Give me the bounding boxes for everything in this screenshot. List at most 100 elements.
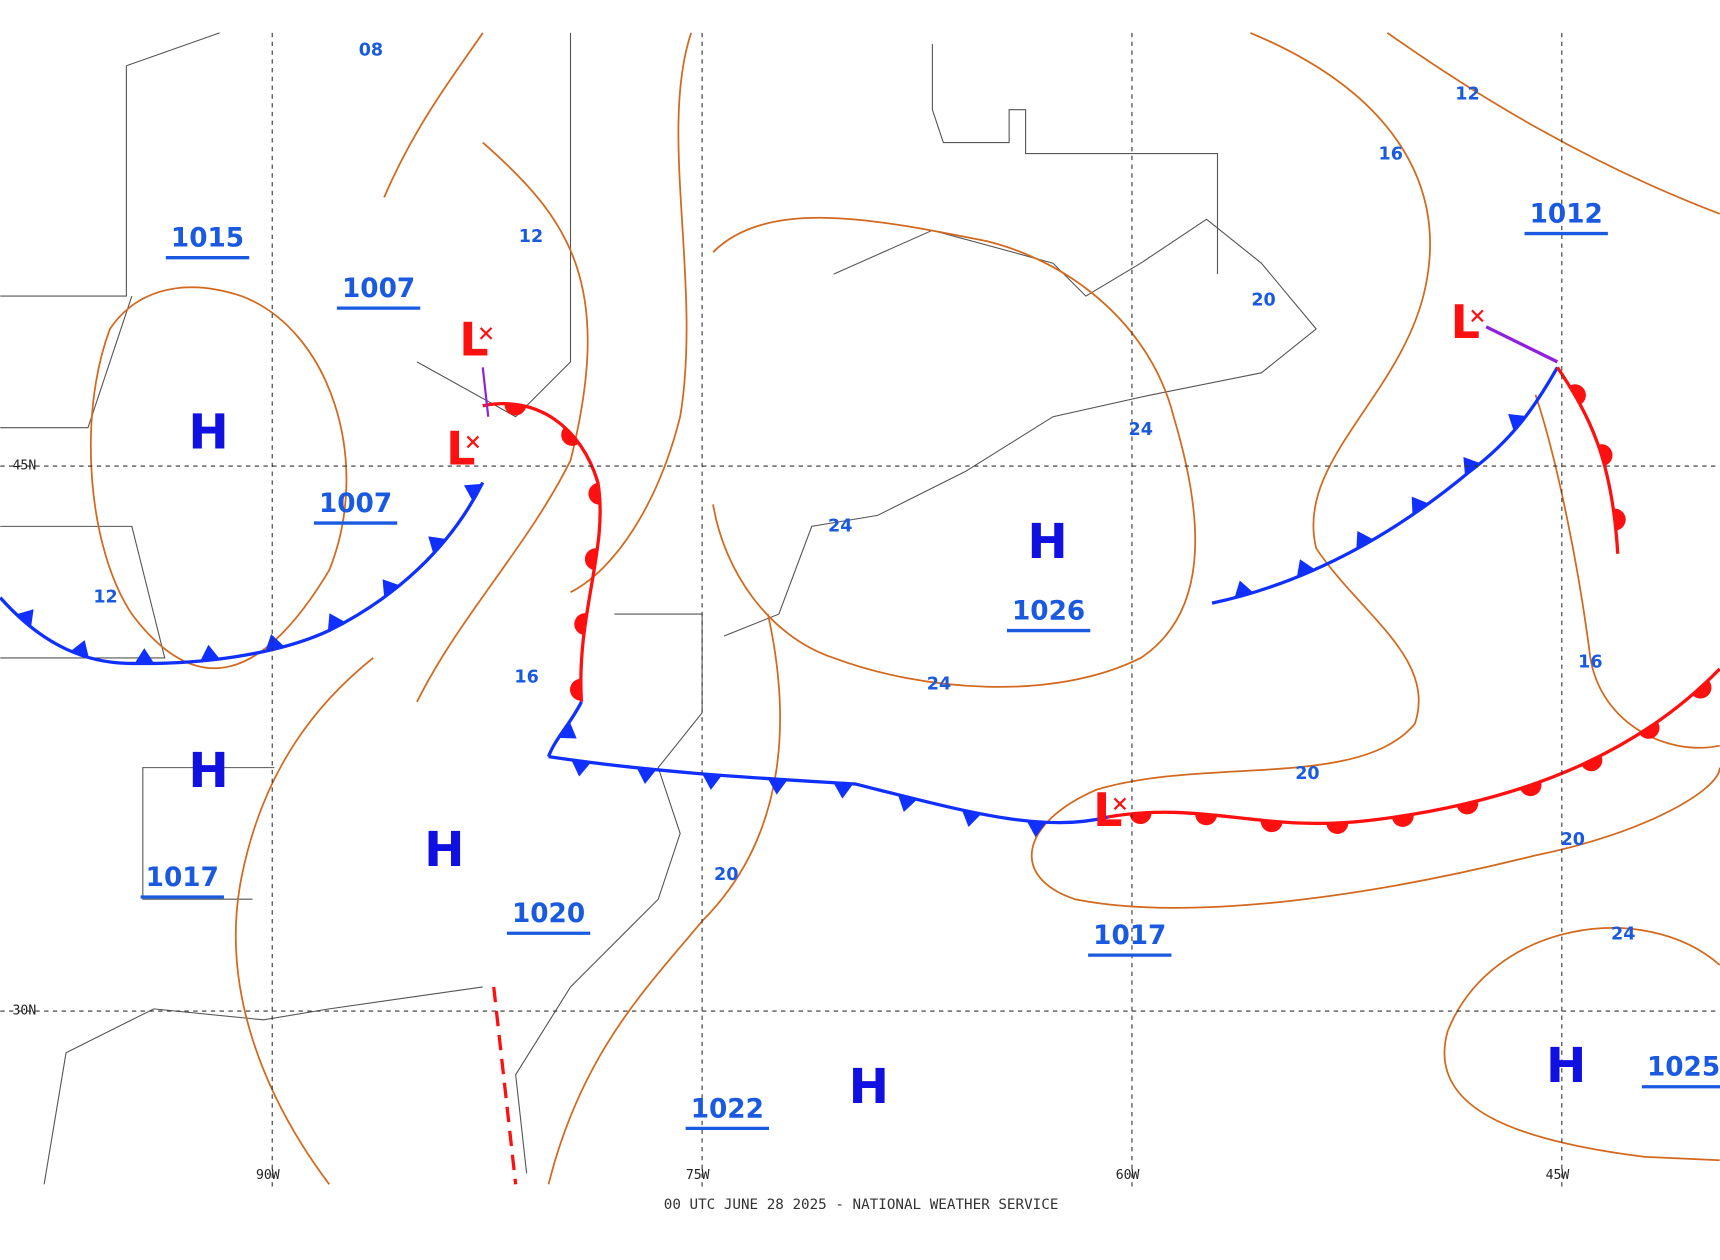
pressure-label: 1020 xyxy=(512,899,585,929)
front xyxy=(1211,366,1559,605)
isobar-label: 12 xyxy=(519,227,543,247)
pressure-label: 1007 xyxy=(342,274,415,304)
front-symbol xyxy=(1613,508,1626,531)
high-center: H xyxy=(1027,514,1067,570)
grid-label: 90W xyxy=(256,1168,280,1183)
front-symbol xyxy=(1326,822,1349,834)
grid-label: 45W xyxy=(1546,1168,1570,1183)
isobar-label: 20 xyxy=(1561,830,1585,850)
front-symbol xyxy=(70,640,89,658)
pressure-label: 1026 xyxy=(1012,596,1085,626)
isobar-label: 20 xyxy=(714,865,738,885)
front-symbol xyxy=(1234,580,1254,598)
front-symbol xyxy=(588,482,601,505)
squall-line xyxy=(492,986,518,1185)
grid-label: 30N xyxy=(13,1004,37,1019)
front xyxy=(1107,667,1720,826)
isobar-label: 24 xyxy=(927,674,951,694)
front-symbol xyxy=(1260,820,1283,833)
front-symbol xyxy=(574,613,587,636)
pressure-label: 1007 xyxy=(319,489,392,519)
front-symbol xyxy=(1520,781,1542,797)
high-center: H xyxy=(188,743,228,799)
front-symbol xyxy=(464,483,483,502)
front-symbol xyxy=(1391,814,1414,827)
low-center: L xyxy=(1093,783,1122,837)
fronts xyxy=(0,366,1720,838)
isobar-label: 16 xyxy=(1578,652,1602,672)
front-symbol xyxy=(1692,680,1712,699)
pressure-label: 1022 xyxy=(691,1094,764,1124)
front-symbol xyxy=(1639,721,1660,739)
high-center: H xyxy=(849,1059,889,1115)
footer: 00 UTC JUNE 28 2025 - NATIONAL WEATHER S… xyxy=(664,1197,1059,1213)
coastlines xyxy=(0,32,1317,1185)
pressure-label: 1017 xyxy=(1093,921,1166,951)
low-center: L xyxy=(459,313,488,367)
high-center: H xyxy=(424,822,464,878)
low-marker xyxy=(1471,309,1484,323)
low-marker xyxy=(479,327,493,340)
front-symbol xyxy=(1508,413,1527,432)
pressure-label: 1025 xyxy=(1647,1053,1720,1083)
low-marker xyxy=(466,435,480,449)
front-symbol xyxy=(767,778,788,795)
front xyxy=(482,402,602,702)
front xyxy=(548,755,1109,825)
front-symbol xyxy=(897,794,918,812)
front-symbol xyxy=(569,678,582,701)
grid-label: 75W xyxy=(686,1168,710,1183)
trough xyxy=(481,367,490,417)
front-symbol xyxy=(265,634,285,652)
grid-label: 60W xyxy=(1116,1168,1140,1183)
front-symbol xyxy=(327,613,346,632)
front-symbol xyxy=(561,426,580,446)
low-center: L xyxy=(446,421,475,475)
front-symbol xyxy=(382,579,400,598)
front-symbol xyxy=(702,773,722,790)
front-symbol xyxy=(1296,559,1316,578)
front-symbol xyxy=(1026,821,1047,838)
isobar-label: 12 xyxy=(93,588,117,608)
front-symbol xyxy=(833,782,854,799)
front-symbol xyxy=(1129,812,1152,825)
front-symbol xyxy=(1463,457,1481,476)
front-symbol xyxy=(571,759,591,777)
front xyxy=(1556,366,1620,554)
front-symbol xyxy=(200,644,220,662)
front-symbol xyxy=(558,721,577,739)
isobar-label: 16 xyxy=(1379,145,1403,165)
isobar-label: 08 xyxy=(359,40,383,60)
isobar-label: 20 xyxy=(1251,290,1275,310)
front-symbol xyxy=(961,809,982,828)
pressure-label: 1017 xyxy=(146,863,219,893)
front-symbol xyxy=(1195,813,1218,826)
front-symbol xyxy=(504,402,527,416)
isobar-label: 24 xyxy=(1611,924,1635,944)
front-symbol xyxy=(16,609,34,628)
grid-label: 45N xyxy=(13,459,37,474)
front xyxy=(0,481,485,666)
front-symbol xyxy=(1456,800,1479,815)
front-symbol xyxy=(1581,755,1603,772)
front-symbol xyxy=(1356,530,1374,550)
front-symbol xyxy=(134,648,155,664)
isobar-label: 16 xyxy=(514,668,538,688)
isobar-label: 24 xyxy=(828,516,852,536)
low-center: L xyxy=(1451,295,1480,349)
front-symbol xyxy=(428,536,447,554)
isobar-label: 12 xyxy=(1455,84,1479,104)
front-symbol xyxy=(636,767,657,785)
isobar-label: 20 xyxy=(1295,764,1319,784)
low-marker xyxy=(1113,797,1127,811)
front-symbol xyxy=(1411,496,1429,515)
pressure-label: 1015 xyxy=(171,224,244,254)
front-symbol xyxy=(1569,384,1586,405)
high-center: H xyxy=(1546,1038,1586,1094)
front-symbol xyxy=(1598,444,1613,466)
occluded-front xyxy=(1485,325,1559,364)
pressure-label: 1012 xyxy=(1530,199,1603,229)
front-symbol xyxy=(584,548,598,571)
high-center: H xyxy=(188,404,228,460)
